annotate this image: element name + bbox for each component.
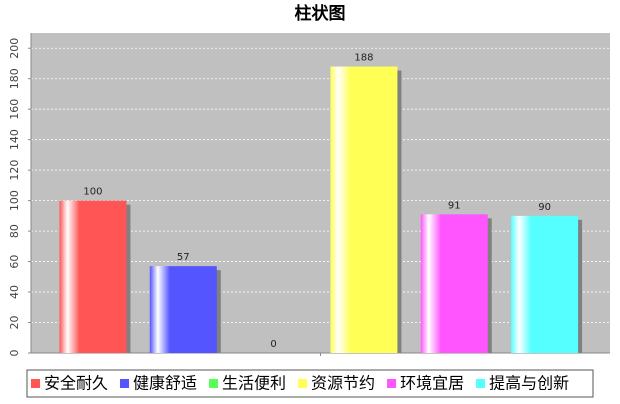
y-tick-label: 40	[8, 285, 21, 299]
y-tick-label: 80	[8, 224, 21, 238]
data-label: 91	[448, 200, 461, 211]
legend-swatch	[209, 379, 219, 388]
y-tick-label: 180	[8, 68, 21, 89]
legend-label: 生活便利	[222, 374, 286, 393]
legend-swatch	[120, 379, 130, 388]
y-tick-label: 140	[8, 129, 21, 150]
bar	[330, 66, 398, 354]
legend-label: 资源节约	[311, 374, 375, 393]
data-label: 57	[177, 252, 190, 263]
chart-title: 柱状图	[295, 3, 346, 24]
y-tick-label: 100	[8, 190, 21, 211]
bar	[59, 200, 127, 353]
y-tick-label: 20	[8, 316, 21, 330]
y-tick-label: 160	[8, 99, 21, 120]
data-label: 188	[354, 53, 373, 64]
y-tick-label: 60	[8, 255, 21, 269]
data-label: 90	[538, 202, 551, 213]
legend-label: 提高与创新	[489, 374, 569, 393]
legend-swatch	[387, 379, 397, 388]
legend-swatch	[298, 379, 308, 388]
bar	[511, 215, 579, 353]
legend-label: 安全耐久	[44, 374, 108, 393]
legend-label: 环境宜居	[400, 374, 464, 393]
data-label: 0	[270, 339, 276, 350]
legend-swatch	[476, 379, 486, 388]
legend-swatch	[31, 379, 40, 388]
data-label: 100	[83, 187, 102, 198]
y-tick-label: 200	[8, 38, 21, 59]
y-tick-label: 0	[8, 350, 21, 357]
y-tick-label: 120	[8, 160, 21, 181]
bar	[149, 266, 217, 353]
legend-label: 健康舒适	[133, 374, 197, 393]
bar	[420, 214, 488, 353]
